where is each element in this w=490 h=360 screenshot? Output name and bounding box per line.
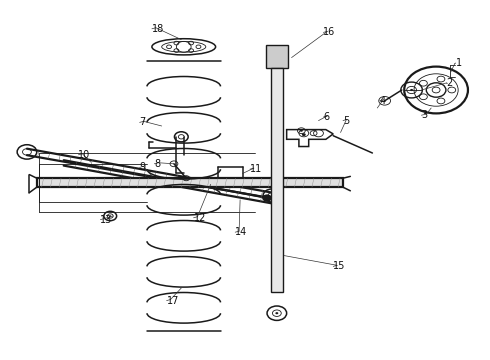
Text: 6: 6 xyxy=(323,112,329,122)
Text: 7: 7 xyxy=(140,117,146,127)
Text: 14: 14 xyxy=(235,227,247,237)
Text: 17: 17 xyxy=(167,296,179,306)
Text: 15: 15 xyxy=(333,261,345,271)
Text: 3: 3 xyxy=(421,110,427,120)
Text: 8: 8 xyxy=(154,159,161,169)
FancyBboxPatch shape xyxy=(266,45,288,68)
Circle shape xyxy=(410,89,413,91)
Circle shape xyxy=(302,133,306,136)
Text: 10: 10 xyxy=(78,150,91,160)
Text: 2: 2 xyxy=(446,78,452,88)
Circle shape xyxy=(109,215,111,217)
Text: 4: 4 xyxy=(380,96,386,106)
FancyBboxPatch shape xyxy=(271,68,283,292)
Text: 13: 13 xyxy=(100,215,113,225)
Text: 12: 12 xyxy=(194,213,206,223)
Text: 18: 18 xyxy=(152,24,164,34)
Circle shape xyxy=(262,194,272,202)
Circle shape xyxy=(275,312,278,314)
Text: 5: 5 xyxy=(343,116,349,126)
FancyBboxPatch shape xyxy=(37,178,343,187)
Text: 11: 11 xyxy=(250,164,262,174)
Text: 16: 16 xyxy=(323,27,336,37)
Text: 1: 1 xyxy=(456,58,462,68)
Text: 9: 9 xyxy=(140,162,146,172)
Circle shape xyxy=(300,130,303,132)
